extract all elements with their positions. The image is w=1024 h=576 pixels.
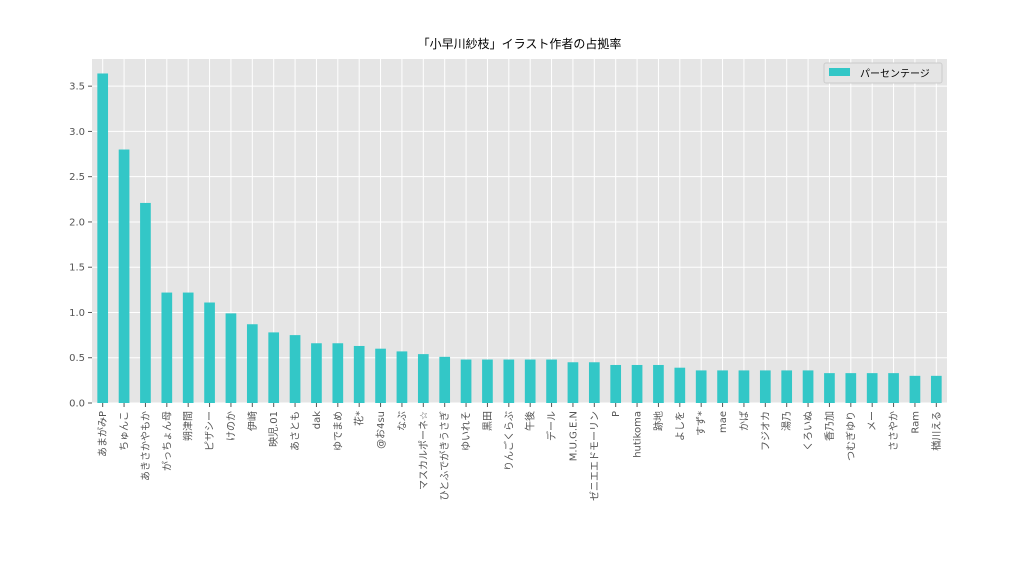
x-tick-label: 楢川える: [930, 411, 943, 451]
bar: [460, 359, 472, 403]
legend-label: パーセンテージ: [860, 68, 930, 80]
bar: [717, 370, 728, 403]
bar: [738, 370, 750, 403]
bar: [332, 343, 344, 403]
y-tick-label: 2.5: [69, 172, 85, 183]
bar: [396, 351, 408, 403]
legend-box: [823, 62, 943, 84]
bar: [781, 370, 793, 403]
bar: [888, 373, 899, 403]
bar: [97, 73, 109, 404]
bar: [631, 364, 643, 403]
bar: [140, 202, 151, 403]
bar: [182, 292, 194, 403]
bar: [268, 332, 280, 403]
x-tick-label: ささやか: [888, 411, 900, 451]
x-axis: あまがみP ちゅんこ あきさかやもか がっちょん母 朔津間 ピザシー けのか 伊崎 映児.01 あ…: [96, 403, 943, 501]
y-tick-label: 1.0: [69, 308, 85, 319]
bar: [759, 370, 771, 403]
bar: [375, 348, 386, 403]
bar: [567, 362, 579, 403]
x-tick-label: 香乃加: [824, 411, 836, 441]
x-tick-label: 午後: [524, 411, 537, 431]
x-tick-label: ちゅんこ: [119, 411, 131, 451]
x-tick-label: くろいぬ: [803, 411, 815, 451]
plot-area: [92, 59, 947, 403]
x-tick-label: ゆいれそ: [461, 411, 473, 451]
bar: [118, 149, 130, 403]
x-tick-label: 花*: [353, 411, 366, 426]
bar: [930, 375, 942, 403]
x-tick-label: デール: [545, 411, 558, 441]
x-tick-label: なぶ: [396, 411, 408, 431]
y-tick-label: 2.0: [69, 217, 85, 228]
x-tick-label: hutikoma: [633, 411, 644, 458]
bar: [439, 356, 451, 403]
bar: [674, 367, 686, 403]
x-tick-label: 朔津間: [182, 411, 195, 441]
x-tick-label: M.U.G.E.N: [568, 411, 579, 461]
bar: [866, 373, 878, 403]
bar: [824, 373, 835, 403]
x-tick-label: すず*: [696, 411, 708, 436]
bar: [695, 370, 707, 403]
bar: [503, 359, 515, 403]
x-tick-label: 跡地: [652, 411, 665, 431]
x-tick-label: メー: [868, 411, 879, 431]
x-tick-label: あきさかやもか: [140, 411, 152, 481]
x-tick-label: ゼニエエドモーリン: [589, 411, 601, 501]
x-tick-label: 伊崎: [246, 411, 259, 431]
y-axis: 0.0 0.5 1.0 1.5 2.0 2.5 3.0 3.5: [69, 82, 92, 410]
legend-swatch: [829, 68, 850, 76]
y-tick-label: 0.0: [69, 399, 85, 410]
bar: [845, 373, 857, 403]
x-tick-label: フジオカ: [760, 411, 772, 451]
x-tick-label: 映児.01: [268, 411, 280, 447]
x-tick-label: マスカルポーネ☆: [418, 411, 430, 490]
x-tick-label: ゆでまめ: [332, 411, 344, 451]
bar: [482, 359, 493, 403]
y-tick-label: 1.5: [69, 263, 85, 274]
x-tick-label: がっちょん母: [160, 411, 173, 471]
legend: パーセンテージ: [823, 62, 943, 84]
y-tick-label: 3.5: [69, 82, 85, 93]
bar: [225, 313, 237, 403]
bar: [204, 302, 215, 403]
bar: [289, 335, 301, 403]
x-tick-label: dak: [312, 411, 323, 429]
x-tick-label: ひとふでがきうさぎ: [438, 411, 451, 501]
bar: [546, 359, 557, 403]
x-tick-label: あさとも: [290, 411, 302, 451]
x-tick-label: 湯乃: [780, 411, 793, 431]
bar: [246, 324, 258, 403]
bar: [311, 343, 322, 403]
bar: [417, 354, 429, 403]
bar: [524, 359, 536, 403]
bar: [610, 364, 622, 403]
x-tick-label: ピザシー: [204, 411, 216, 451]
x-tick-label: Ram: [910, 411, 921, 434]
x-tick-label: つむぎゆり: [844, 411, 857, 461]
bar: [802, 370, 814, 403]
x-tick-label: かば: [738, 411, 750, 431]
bar: [353, 345, 365, 403]
x-tick-label: mae: [718, 411, 729, 433]
y-tick-label: 3.0: [69, 127, 85, 138]
x-tick-label: あまがみP: [96, 411, 109, 457]
x-tick-label: よしを: [674, 411, 686, 441]
bar: [161, 292, 173, 403]
bars: [97, 73, 942, 404]
x-tick-label: 黒田: [482, 411, 494, 431]
bar: [588, 362, 600, 403]
x-tick-label: P: [611, 411, 622, 417]
x-tick-label: @お4su: [375, 411, 387, 449]
x-tick-label: りんごくらぶ: [502, 411, 515, 471]
y-tick-label: 0.5: [69, 353, 85, 364]
bar: [653, 364, 664, 403]
chart-title: 「小早川紗枝」イラスト作者の占拠率: [418, 36, 622, 51]
bar: [909, 375, 921, 403]
x-tick-label: けのか: [225, 411, 237, 441]
